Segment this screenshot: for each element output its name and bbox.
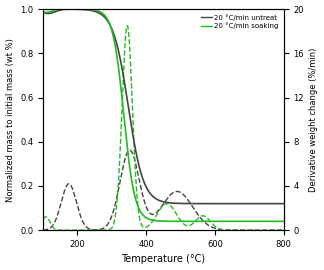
Y-axis label: Normalized mass to initial mass (wt %): Normalized mass to initial mass (wt %) [6,38,15,201]
Legend: 20 °C/min untreat, 20 °C/min soaking: 20 °C/min untreat, 20 °C/min soaking [200,12,280,31]
Y-axis label: Derivative weight change (%/min): Derivative weight change (%/min) [309,48,318,192]
X-axis label: Temperature (°C): Temperature (°C) [121,254,205,264]
